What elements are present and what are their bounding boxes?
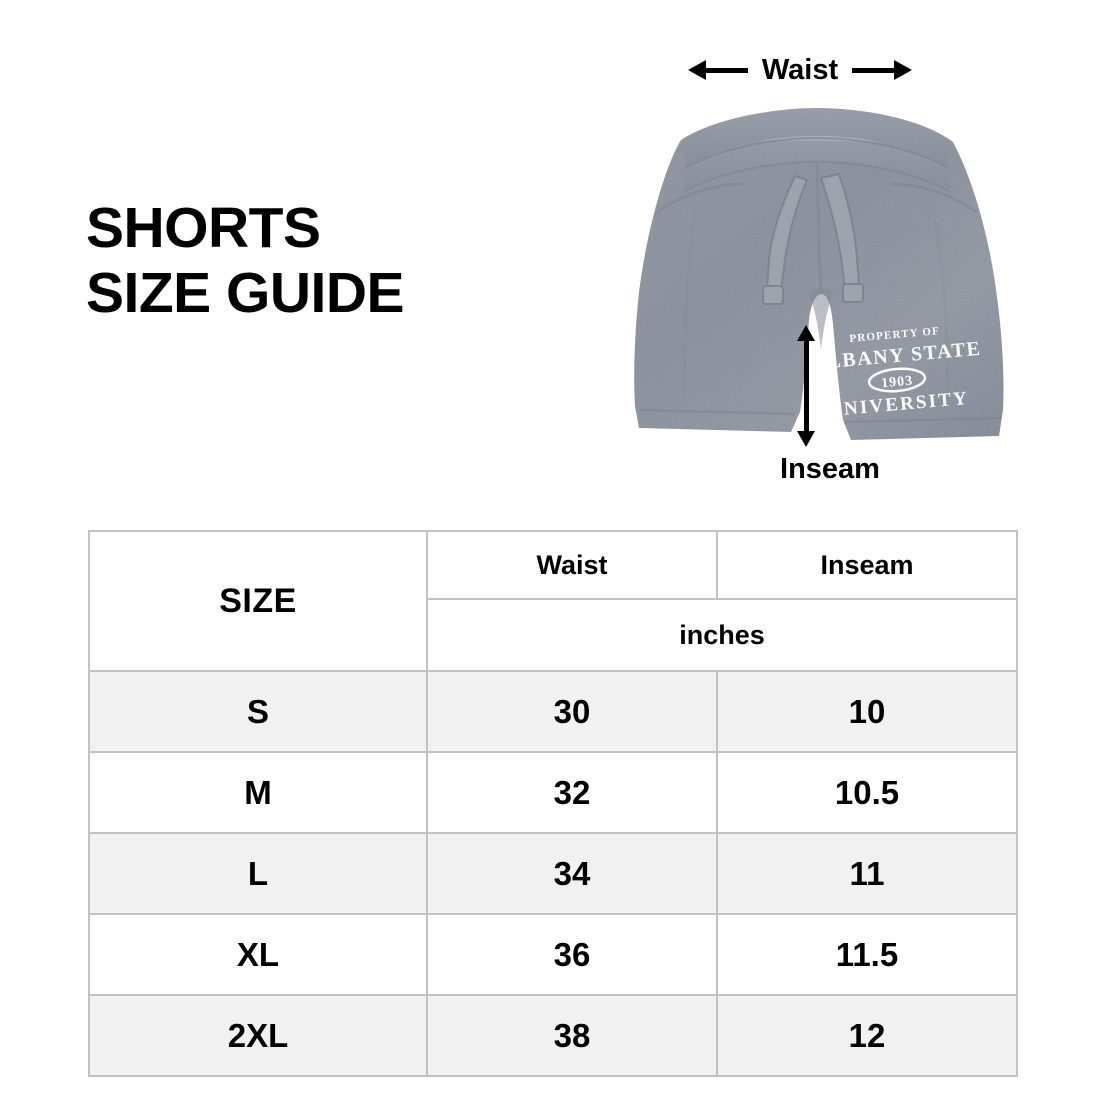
arrow-up-down-icon <box>795 325 817 447</box>
size-chart-head: SIZE Waist Inseam inches <box>88 530 1018 672</box>
waist-label: Waist <box>761 53 839 86</box>
table-row: XL 36 11.5 <box>88 913 1018 996</box>
cell-inseam: 10.5 <box>716 751 1018 834</box>
inseam-label: Inseam <box>780 453 880 485</box>
size-chart-table: SIZE Waist Inseam inches S 30 10 M 32 10… <box>88 530 1018 1077</box>
cell-inseam: 12 <box>716 994 1018 1077</box>
table-row: S 30 10 <box>88 670 1018 753</box>
header-size: SIZE <box>88 530 428 672</box>
cell-size: S <box>88 670 428 753</box>
cell-inseam: 11 <box>716 832 1018 915</box>
shorts-illustration: PROPERTY OF ALBANY STATE 1903 UNIVERSITY <box>634 108 1004 440</box>
arrow-right-icon <box>852 60 913 80</box>
cell-inseam: 10 <box>716 670 1018 753</box>
cell-size: L <box>88 832 428 915</box>
cell-waist: 30 <box>426 670 718 753</box>
table-row: L 34 11 <box>88 832 1018 915</box>
shorts-product-image: PROPERTY OF ALBANY STATE 1903 UNIVERSITY <box>595 80 1035 460</box>
waist-measurement-annotation: Waist <box>655 50 945 90</box>
table-header-row-2: inches <box>89 598 1018 672</box>
product-figure: Waist <box>595 30 1035 510</box>
cell-inseam: 11.5 <box>716 913 1018 996</box>
page-title: SHORTS SIZE GUIDE <box>86 196 556 326</box>
svg-text:1903: 1903 <box>881 374 914 392</box>
table-row: M 32 10.5 <box>88 751 1018 834</box>
cell-waist: 32 <box>426 751 718 834</box>
table-header-row-1: SIZE Waist Inseam <box>88 530 1018 672</box>
cell-waist: 34 <box>426 832 718 915</box>
arrow-left-icon <box>687 60 748 80</box>
header-waist: Waist <box>426 530 718 600</box>
cell-waist: 38 <box>426 994 718 1077</box>
table-row: 2XL 38 12 <box>88 994 1018 1077</box>
header-inseam: Inseam <box>716 530 1018 600</box>
page-title-line-2: SIZE GUIDE <box>86 260 405 325</box>
cell-size: 2XL <box>88 994 428 1077</box>
size-chart-body: S 30 10 M 32 10.5 L 34 11 XL 36 11.5 2XL… <box>88 670 1018 1077</box>
cell-size: XL <box>88 913 428 996</box>
page-title-line-1: SHORTS <box>86 196 321 260</box>
cell-size: M <box>88 751 428 834</box>
header-units: inches <box>426 598 1018 672</box>
cell-waist: 36 <box>426 913 718 996</box>
inseam-measurement-annotation: Inseam <box>740 325 920 505</box>
